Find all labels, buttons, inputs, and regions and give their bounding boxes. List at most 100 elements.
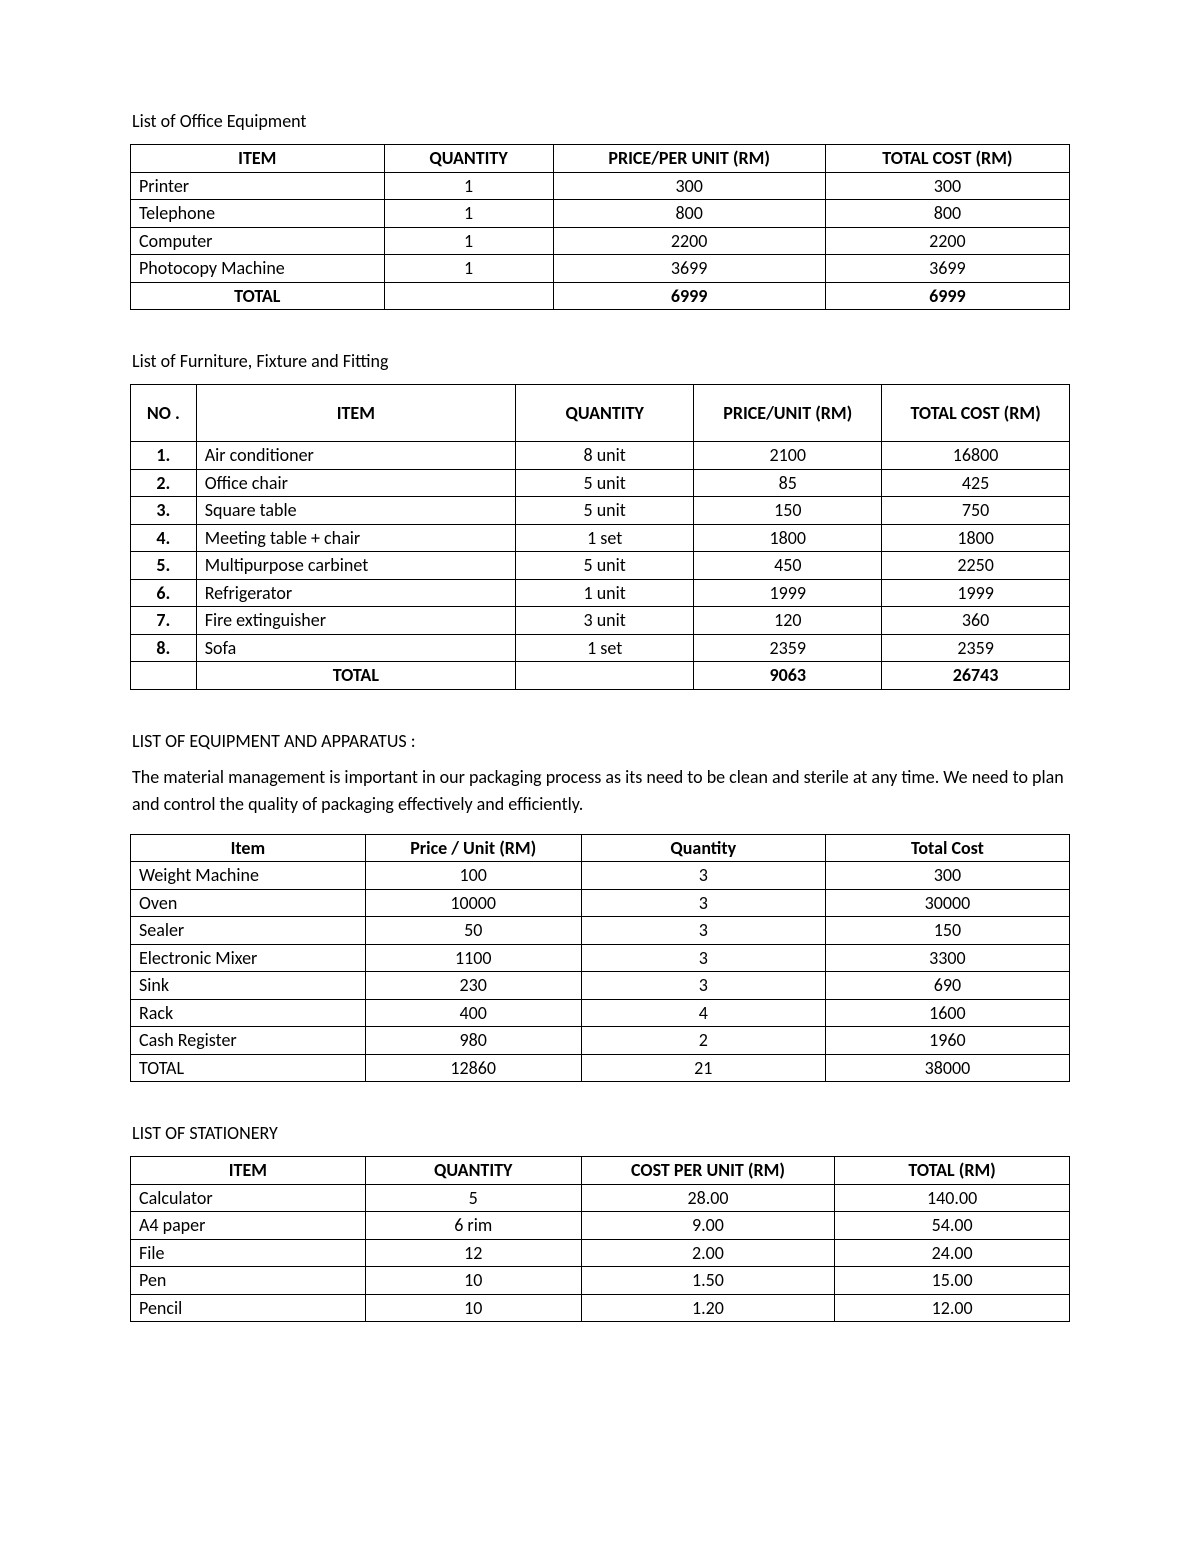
cell-no: 7. <box>131 607 197 635</box>
cell-price: 400 <box>365 999 581 1027</box>
cell-price: 2200 <box>553 227 825 255</box>
table-row: Sealer503150 <box>131 917 1070 945</box>
col-total: TOTAL COST (RM) <box>825 145 1069 173</box>
cell-total: 30000 <box>825 889 1069 917</box>
table-row: Photocopy Machine136993699 <box>131 255 1070 283</box>
cell-item: Rack <box>131 999 366 1027</box>
cell-qty: 1 <box>384 227 553 255</box>
cell-qty: 5 unit <box>515 497 693 525</box>
total-cost: 38000 <box>825 1054 1069 1082</box>
table-row: Oven10000330000 <box>131 889 1070 917</box>
col-price: PRICE/UNIT (RM) <box>694 385 882 442</box>
total-no <box>131 662 197 690</box>
cell-item: Sink <box>131 972 366 1000</box>
cell-qty: 2 <box>581 1027 825 1055</box>
table-header-row: ITEM QUANTITY COST PER UNIT (RM) TOTAL (… <box>131 1157 1070 1185</box>
cell-total: 150 <box>825 917 1069 945</box>
cell-total: 425 <box>882 469 1070 497</box>
cell-total: 800 <box>825 200 1069 228</box>
cell-price: 3699 <box>553 255 825 283</box>
cell-qty: 6 rim <box>365 1212 581 1240</box>
table-total-row: TOTAL 9063 26743 <box>131 662 1070 690</box>
cell-no: 2. <box>131 469 197 497</box>
table-header-row: NO . ITEM QUANTITY PRICE/UNIT (RM) TOTAL… <box>131 385 1070 442</box>
total-cost: 26743 <box>882 662 1070 690</box>
cell-no: 3. <box>131 497 197 525</box>
cell-price: 230 <box>365 972 581 1000</box>
table-row: 7.Fire extinguisher3 unit120360 <box>131 607 1070 635</box>
cell-item: Fire extinguisher <box>196 607 515 635</box>
cell-item: A4 paper <box>131 1212 366 1240</box>
cell-total: 300 <box>825 172 1069 200</box>
cell-price: 1.20 <box>581 1294 835 1322</box>
cell-total: 2200 <box>825 227 1069 255</box>
cell-item: File <box>131 1239 366 1267</box>
cell-item: Telephone <box>131 200 385 228</box>
cell-item: Pen <box>131 1267 366 1295</box>
cell-item: Calculator <box>131 1184 366 1212</box>
cell-item: Sofa <box>196 634 515 662</box>
cell-qty: 5 <box>365 1184 581 1212</box>
cell-price: 85 <box>694 469 882 497</box>
total-price: 12860 <box>365 1054 581 1082</box>
cell-price: 28.00 <box>581 1184 835 1212</box>
cell-item: Refrigerator <box>196 579 515 607</box>
cell-total: 16800 <box>882 442 1070 470</box>
table-header-row: ITEM QUANTITY PRICE/PER UNIT (RM) TOTAL … <box>131 145 1070 173</box>
cell-total: 12.00 <box>835 1294 1070 1322</box>
total-qty <box>384 282 553 310</box>
cell-item: Meeting table + chair <box>196 524 515 552</box>
cell-total: 15.00 <box>835 1267 1070 1295</box>
table-row: Pen101.5015.00 <box>131 1267 1070 1295</box>
cell-no: 4. <box>131 524 197 552</box>
col-item: ITEM <box>196 385 515 442</box>
cell-item: Electronic Mixer <box>131 944 366 972</box>
col-qty: QUANTITY <box>515 385 693 442</box>
cell-total: 24.00 <box>835 1239 1070 1267</box>
table-row: Printer1300300 <box>131 172 1070 200</box>
col-item: ITEM <box>131 145 385 173</box>
col-price: COST PER UNIT (RM) <box>581 1157 835 1185</box>
col-total: TOTAL COST (RM) <box>882 385 1070 442</box>
table-total-row: TOTAL 12860 21 38000 <box>131 1054 1070 1082</box>
cell-no: 1. <box>131 442 197 470</box>
cell-price: 450 <box>694 552 882 580</box>
table-row: Sink2303690 <box>131 972 1070 1000</box>
cell-no: 6. <box>131 579 197 607</box>
cell-total: 3699 <box>825 255 1069 283</box>
total-label: TOTAL <box>131 1054 366 1082</box>
total-price: 9063 <box>694 662 882 690</box>
section-title-equipment-apparatus: LIST OF EQUIPMENT AND APPARATUS : <box>132 730 1070 752</box>
cell-total: 54.00 <box>835 1212 1070 1240</box>
table-row: Telephone1800800 <box>131 200 1070 228</box>
table-row: 4.Meeting table + chair1 set18001800 <box>131 524 1070 552</box>
cell-total: 1999 <box>882 579 1070 607</box>
table-row: Calculator528.00140.00 <box>131 1184 1070 1212</box>
cell-price: 100 <box>365 862 581 890</box>
cell-item: Office chair <box>196 469 515 497</box>
cell-qty: 5 unit <box>515 552 693 580</box>
cell-price: 800 <box>553 200 825 228</box>
col-qty: QUANTITY <box>384 145 553 173</box>
col-price: Price / Unit (RM) <box>365 834 581 862</box>
table-row: Cash Register98021960 <box>131 1027 1070 1055</box>
cell-price: 50 <box>365 917 581 945</box>
cell-price: 9.00 <box>581 1212 835 1240</box>
table-row: Rack40041600 <box>131 999 1070 1027</box>
cell-total: 1800 <box>882 524 1070 552</box>
cell-no: 5. <box>131 552 197 580</box>
cell-qty: 3 unit <box>515 607 693 635</box>
cell-price: 2359 <box>694 634 882 662</box>
table-row: Pencil101.2012.00 <box>131 1294 1070 1322</box>
cell-item: Multipurpose carbinet <box>196 552 515 580</box>
cell-item: Photocopy Machine <box>131 255 385 283</box>
cell-qty: 1 <box>384 200 553 228</box>
cell-price: 1999 <box>694 579 882 607</box>
section-title-stationery: LIST OF STATIONERY <box>132 1122 1070 1144</box>
cell-price: 1.50 <box>581 1267 835 1295</box>
cell-qty: 3 <box>581 917 825 945</box>
cell-item: Square table <box>196 497 515 525</box>
cell-total: 750 <box>882 497 1070 525</box>
col-qty: QUANTITY <box>365 1157 581 1185</box>
cell-qty: 1 <box>384 255 553 283</box>
